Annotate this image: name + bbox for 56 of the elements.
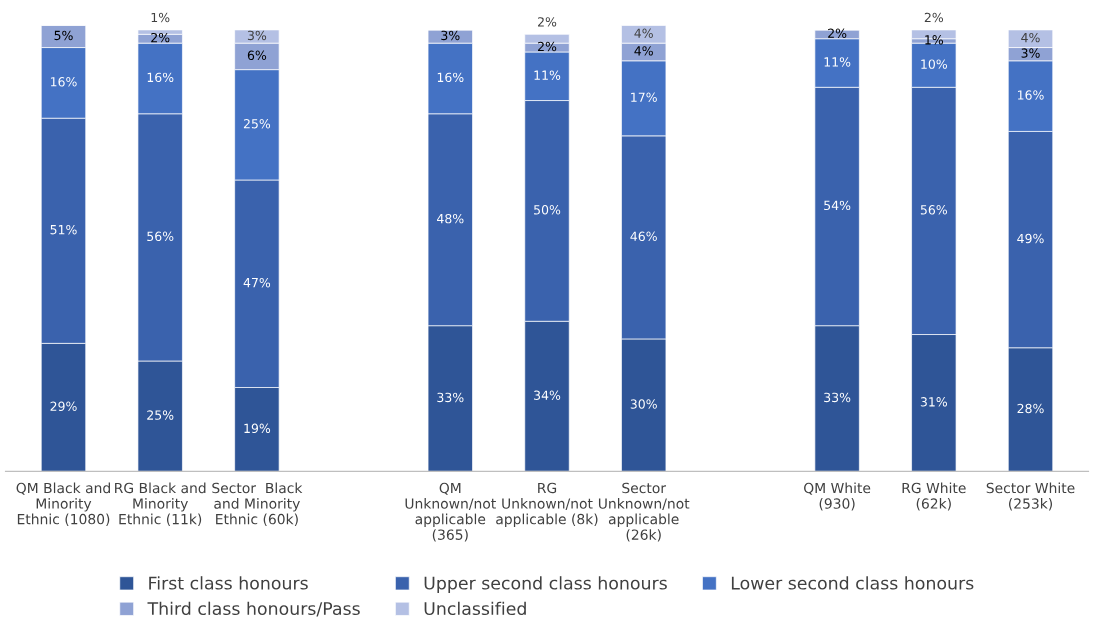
x-tick-label: Sector Black and Minority Ethnic (60k) bbox=[212, 482, 303, 526]
data-label: 2% bbox=[924, 12, 944, 23]
data-label: 29% bbox=[50, 401, 77, 411]
data-label: 16% bbox=[147, 72, 174, 83]
x-tick-label: RG Black and Minority Ethnic (11k) bbox=[115, 482, 206, 526]
data-label: 16% bbox=[437, 72, 464, 83]
data-label: 16% bbox=[1017, 90, 1044, 100]
data-label: 34% bbox=[534, 390, 561, 400]
data-label: 49% bbox=[1017, 233, 1044, 244]
data-label: 50% bbox=[534, 205, 561, 215]
data-label: 46% bbox=[630, 231, 657, 242]
data-label: 4% bbox=[634, 46, 653, 56]
data-label: 2% bbox=[538, 41, 557, 52]
x-tick-label: RG Unknown/not applicable (8k) bbox=[496, 482, 598, 528]
data-label: 3% bbox=[1021, 48, 1040, 58]
data-label: 4% bbox=[1021, 32, 1040, 43]
data-label: 30% bbox=[630, 399, 657, 409]
legend-label: Third class honours/Pass bbox=[147, 601, 360, 617]
x-tick-label: Sector Unknown/not applicable (26k) bbox=[598, 482, 690, 542]
x-tick-label: RG White (62k) bbox=[902, 482, 966, 511]
data-label: 3% bbox=[247, 30, 267, 41]
x-tick-label: Sector White (253k) bbox=[986, 482, 1075, 511]
data-label: 31% bbox=[920, 397, 948, 407]
data-label: 1% bbox=[925, 35, 944, 45]
data-label: 11% bbox=[534, 70, 561, 80]
data-label: 48% bbox=[437, 213, 464, 224]
data-label: 11% bbox=[824, 57, 851, 67]
data-label: 33% bbox=[437, 392, 464, 403]
data-label: 4% bbox=[634, 28, 653, 38]
x-tick-label: QM Black and Minority Ethnic (1080) bbox=[16, 482, 110, 526]
data-label: 1% bbox=[151, 12, 170, 23]
data-label: 25% bbox=[147, 410, 174, 420]
data-label: 10% bbox=[921, 59, 948, 69]
data-label: 47% bbox=[243, 277, 271, 288]
data-label: 51% bbox=[50, 224, 77, 235]
data-label: 2% bbox=[538, 17, 557, 27]
legend-label: First class honours bbox=[149, 576, 308, 590]
data-label: 56% bbox=[147, 231, 174, 242]
data-label: 19% bbox=[244, 423, 271, 434]
x-tick-label: QM White (930) bbox=[804, 482, 871, 511]
data-label: 5% bbox=[54, 30, 73, 41]
data-label: 3% bbox=[441, 30, 460, 41]
data-label: 33% bbox=[824, 392, 851, 403]
data-label: 16% bbox=[50, 77, 77, 87]
data-label: 2% bbox=[828, 28, 847, 38]
x-tick-label: QM Unknown/not applicable (365) bbox=[405, 482, 496, 542]
data-label: 17% bbox=[631, 92, 657, 102]
data-label: 25% bbox=[243, 118, 271, 129]
data-label: 28% bbox=[1017, 403, 1044, 414]
data-label: 2% bbox=[151, 32, 170, 43]
legend-label: Upper second class honours bbox=[424, 576, 667, 593]
data-label: 54% bbox=[824, 200, 851, 211]
data-label: 56% bbox=[920, 205, 948, 215]
legend-label: Lower second class honours bbox=[731, 576, 974, 590]
data-label: 6% bbox=[247, 50, 267, 61]
legend-label: Unclassified bbox=[424, 601, 526, 616]
